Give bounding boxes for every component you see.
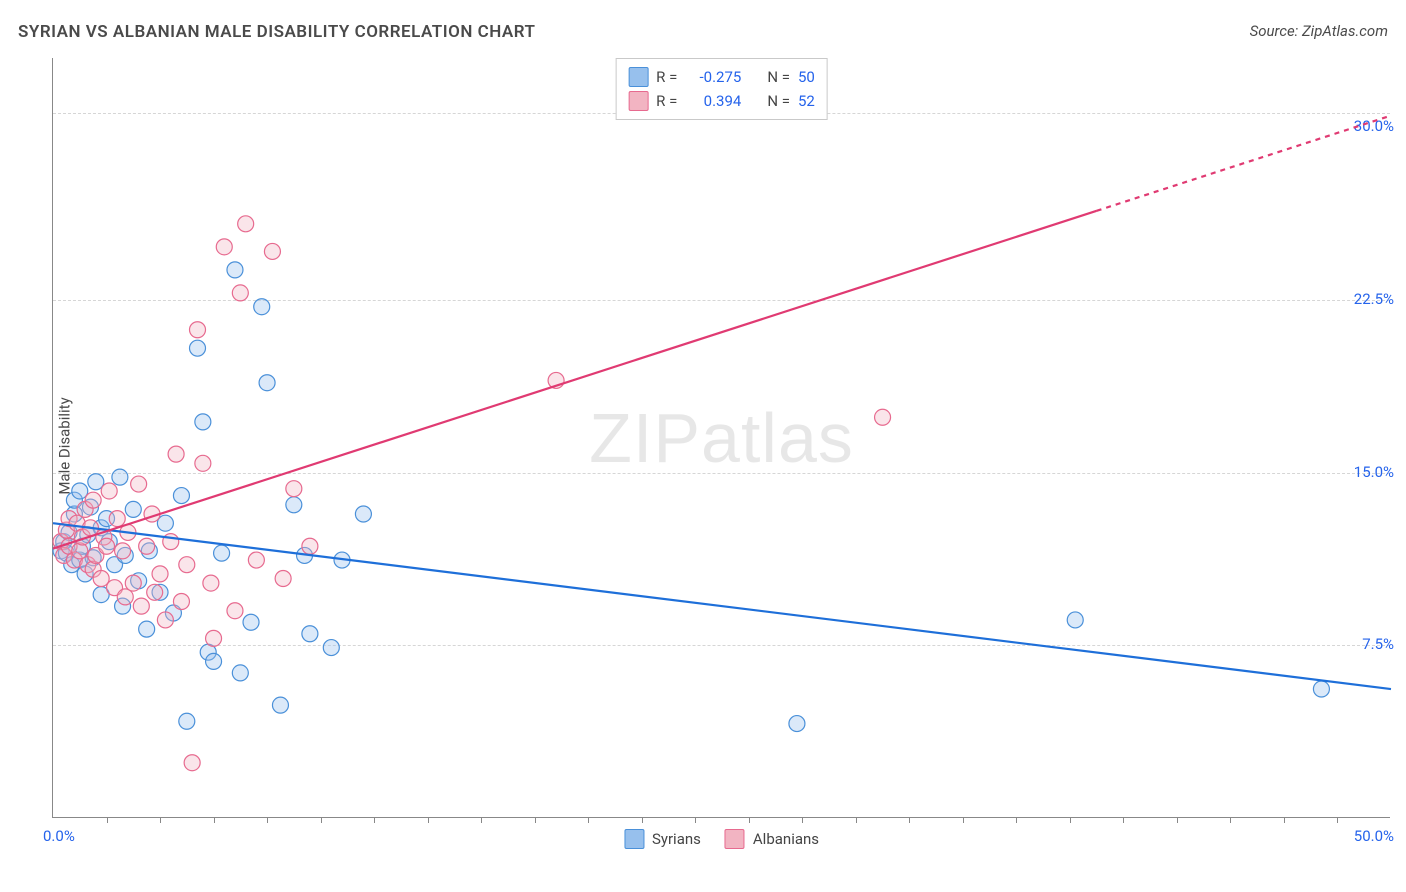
data-point [125,501,141,517]
data-point [227,262,243,278]
data-point [125,575,141,591]
data-point [157,612,173,628]
data-point [286,481,302,497]
trend-line [53,211,1097,549]
plot-area: ZIPatlas 7.5%15.0%22.5%30.0% 0.0% 50.0% … [52,58,1390,818]
data-point [232,285,248,301]
data-point [248,552,264,568]
data-point [1313,681,1329,697]
data-point [275,570,291,586]
albanians-n-value: 52 [798,89,815,113]
data-point [227,603,243,619]
data-point [190,340,206,356]
r-label: R = [656,65,677,89]
data-point [789,716,805,732]
data-point [214,545,230,561]
data-point [232,665,248,681]
series-legend: Syrians Albanians [624,829,819,849]
data-point [139,538,155,554]
trend-line [53,523,1391,689]
data-point [179,557,195,573]
trend-line-extrapolated [1097,116,1391,211]
x-axis-min-label: 0.0% [43,827,75,845]
x-axis-max-label: 50.0% [1354,827,1394,845]
albanians-r-value: 0.394 [685,89,741,113]
data-point [139,621,155,637]
data-point [99,538,115,554]
syrians-r-value: -0.275 [685,65,741,89]
data-point [254,299,270,315]
scatter-svg [53,58,1390,817]
n-label: N = [767,89,790,113]
data-point [195,414,211,430]
data-point [173,594,189,610]
data-point [195,455,211,471]
series-legend-item: Syrians [624,829,701,849]
data-point [173,488,189,504]
albanians-swatch [725,829,745,849]
data-point [112,469,128,485]
chart-container: SYRIAN VS ALBANIAN MALE DISABILITY CORRE… [0,0,1406,892]
data-point [323,640,339,656]
data-point [243,614,259,630]
data-point [147,584,163,600]
data-point [259,375,275,391]
data-point [184,755,200,771]
data-point [190,322,206,338]
data-point [115,543,131,559]
data-point [85,492,101,508]
n-label: N = [767,65,790,89]
albanians-label: Albanians [753,830,819,848]
chart-title: SYRIAN VS ALBANIAN MALE DISABILITY CORRE… [18,22,535,42]
data-point [133,598,149,614]
data-point [302,626,318,642]
correlation-legend: R = -0.275 N = 50 R = 0.394 N = 52 [615,58,828,120]
r-label: R = [656,89,677,113]
data-point [355,506,371,522]
data-point [131,476,147,492]
data-point [101,483,117,499]
data-point [875,409,891,425]
data-point [168,446,184,462]
data-point [216,239,232,255]
correlation-legend-row: R = 0.394 N = 52 [628,89,815,113]
series-legend-item: Albanians [725,829,819,849]
data-point [1067,612,1083,628]
source-attribution: Source: ZipAtlas.com [1250,22,1388,40]
syrians-label: Syrians [652,830,701,848]
data-point [109,511,125,527]
data-point [238,216,254,232]
albanians-swatch [628,91,648,111]
data-point [152,566,168,582]
syrians-swatch [624,829,644,849]
correlation-legend-row: R = -0.275 N = 50 [628,65,815,89]
syrians-swatch [628,67,648,87]
data-point [286,497,302,513]
data-point [264,243,280,259]
data-point [206,653,222,669]
data-point [203,575,219,591]
data-point [272,697,288,713]
data-point [206,630,222,646]
data-point [302,538,318,554]
syrians-n-value: 50 [798,65,815,89]
data-point [179,713,195,729]
